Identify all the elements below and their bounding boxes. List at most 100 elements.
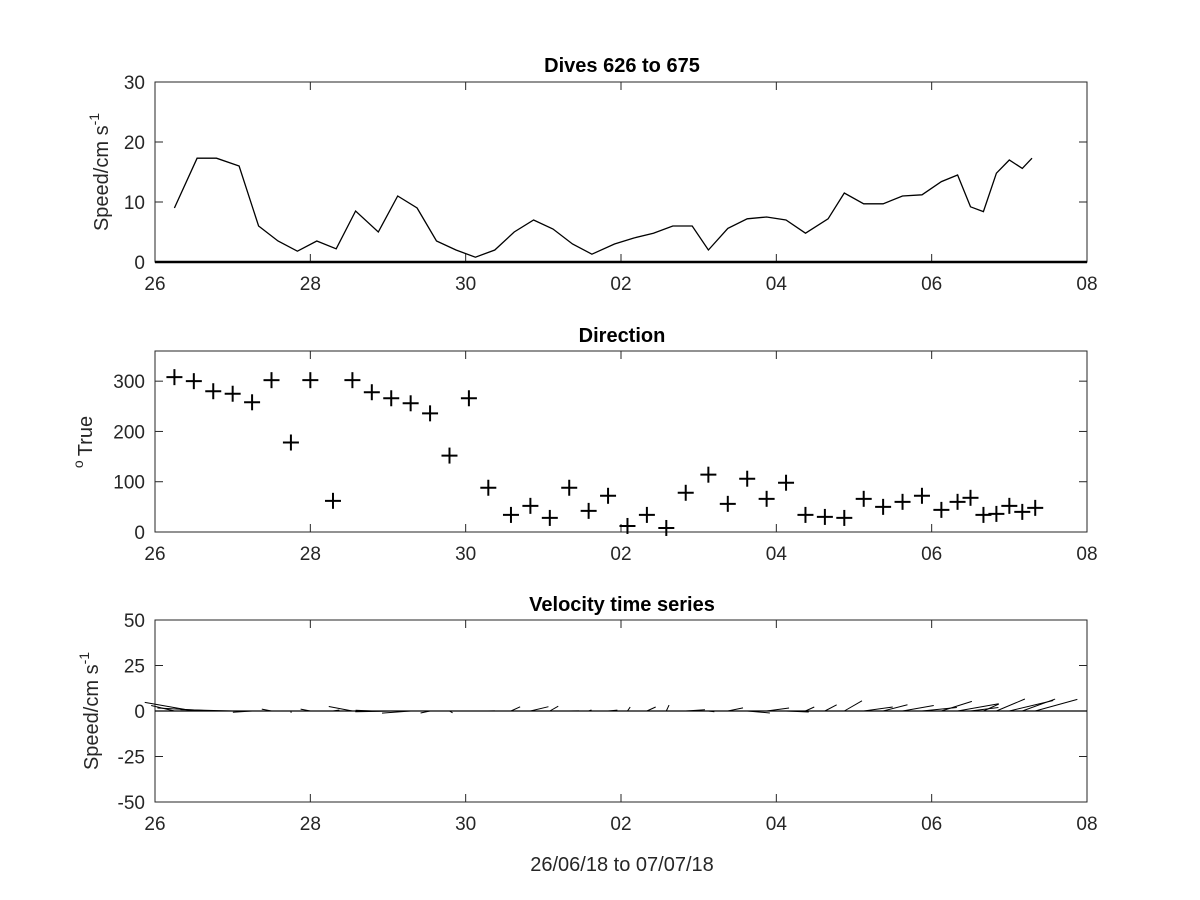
velocity-feather bbox=[883, 704, 908, 712]
velocity-ylabel-text: Speed/cm s bbox=[81, 664, 103, 770]
direction-point bbox=[244, 394, 261, 411]
direction-point bbox=[541, 509, 558, 526]
direction-point bbox=[739, 470, 756, 487]
y-tick-label: 200 bbox=[113, 422, 145, 443]
x-tick-label: 02 bbox=[610, 814, 631, 835]
velocity-feather bbox=[300, 708, 311, 712]
direction-point bbox=[1014, 503, 1031, 520]
velocity-ylabel-superscript: -1 bbox=[76, 652, 92, 665]
speed-panel: Dives 626 to 675 Speed/cm s-1 26 28 30 02 04… bbox=[86, 55, 1098, 295]
direction-point bbox=[638, 506, 655, 523]
direction-panel-ylabel: o True bbox=[70, 416, 97, 468]
direction-point bbox=[677, 484, 694, 501]
direction-point bbox=[1027, 499, 1044, 516]
speed-series-line bbox=[173, 157, 1033, 258]
x-tick-label: 02 bbox=[610, 274, 631, 295]
direction-point bbox=[855, 490, 872, 507]
x-tick-label: 06 bbox=[921, 274, 942, 295]
direction-point bbox=[758, 490, 775, 507]
y-tick-label: 100 bbox=[113, 473, 145, 494]
direction-ylabel-superscript: o bbox=[70, 460, 86, 468]
y-tick-label: 0 bbox=[134, 702, 145, 723]
velocity-feather bbox=[1022, 698, 1056, 712]
velocity-feather bbox=[957, 703, 999, 712]
velocity-feather bbox=[844, 700, 863, 712]
velocity-feather bbox=[627, 706, 631, 712]
direction-point bbox=[502, 506, 519, 523]
y-tick-label: 25 bbox=[124, 657, 145, 678]
x-tick-label: 30 bbox=[455, 274, 476, 295]
direction-point bbox=[700, 466, 717, 483]
velocity-feather bbox=[970, 707, 999, 712]
velocity-feather bbox=[902, 705, 934, 712]
velocity-feather bbox=[863, 706, 893, 712]
velocity-feather bbox=[996, 698, 1026, 712]
direction-point bbox=[600, 487, 617, 504]
velocity-feather bbox=[941, 700, 973, 712]
velocity-panel-xlabel: 26/06/18 to 07/07/18 bbox=[530, 854, 714, 876]
velocity-feather bbox=[328, 706, 353, 712]
direction-point bbox=[975, 506, 992, 523]
velocity-panel: Velocity time series Speed/cm s-1 26/06/… bbox=[76, 594, 1098, 876]
direction-point bbox=[166, 369, 183, 386]
direction-point bbox=[988, 505, 1005, 522]
direction-point bbox=[816, 508, 833, 525]
speed-panel-ylabel: Speed/cm s-1 bbox=[86, 113, 113, 231]
velocity-feather bbox=[685, 709, 705, 712]
velocity-feather bbox=[665, 704, 670, 712]
velocity-feather bbox=[232, 710, 253, 713]
y-tick-label: 10 bbox=[124, 193, 145, 214]
velocity-feather bbox=[355, 710, 392, 713]
x-tick-label: 26 bbox=[144, 544, 165, 565]
y-tick-label: 0 bbox=[134, 253, 145, 274]
x-tick-label: 28 bbox=[300, 544, 321, 565]
y-tick-label: 20 bbox=[124, 133, 145, 154]
direction-point bbox=[949, 493, 966, 510]
y-tick-label: 300 bbox=[113, 372, 145, 393]
direction-point bbox=[185, 373, 202, 390]
velocity-feather bbox=[449, 710, 453, 714]
x-tick-label: 06 bbox=[921, 544, 942, 565]
axes-box bbox=[154, 81, 1088, 263]
direction-point bbox=[561, 479, 578, 496]
direction-point bbox=[933, 501, 950, 518]
velocity-feather bbox=[747, 710, 770, 714]
velocity-feather bbox=[261, 708, 272, 712]
x-tick-label: 28 bbox=[300, 814, 321, 835]
velocity-feather bbox=[1035, 698, 1078, 712]
velocity-feather bbox=[588, 709, 592, 712]
axes-box bbox=[154, 350, 1088, 533]
x-tick-label: 04 bbox=[766, 814, 788, 835]
direction-point bbox=[580, 502, 597, 519]
direction-point bbox=[913, 487, 930, 504]
velocity-feather bbox=[983, 703, 1000, 712]
direction-panel: Direction o True 26 28 30 02 04 06 08 0 100 200 300 bbox=[70, 325, 1098, 565]
y-tick-label: 0 bbox=[134, 523, 145, 544]
velocity-feather bbox=[646, 706, 656, 712]
x-tick-label: 08 bbox=[1076, 814, 1097, 835]
y-tick-label: 50 bbox=[124, 611, 145, 632]
direction-point bbox=[302, 372, 319, 389]
direction-point bbox=[402, 395, 419, 412]
y-tick-label: -25 bbox=[118, 748, 145, 769]
x-tick-label: 30 bbox=[455, 544, 476, 565]
direction-point bbox=[324, 492, 341, 509]
direction-point bbox=[383, 390, 400, 407]
speed-panel-title: Dives 626 to 675 bbox=[544, 55, 700, 77]
x-tick-label: 26 bbox=[144, 814, 165, 835]
x-tick-label: 26 bbox=[144, 274, 165, 295]
velocity-feather bbox=[786, 710, 809, 713]
direction-point bbox=[522, 497, 539, 514]
x-tick-label: 08 bbox=[1076, 274, 1097, 295]
x-tick-label: 30 bbox=[455, 814, 476, 835]
direction-point bbox=[344, 372, 361, 389]
speed-ylabel-superscript: -1 bbox=[86, 113, 102, 126]
x-tick-label: 04 bbox=[766, 544, 788, 565]
x-tick-label: 28 bbox=[300, 274, 321, 295]
velocity-feather bbox=[355, 709, 372, 712]
velocity-feather bbox=[608, 709, 618, 712]
velocity-feather bbox=[766, 707, 790, 712]
direction-point bbox=[422, 405, 439, 422]
x-tick-label: 06 bbox=[921, 814, 942, 835]
direction-point bbox=[363, 384, 380, 401]
